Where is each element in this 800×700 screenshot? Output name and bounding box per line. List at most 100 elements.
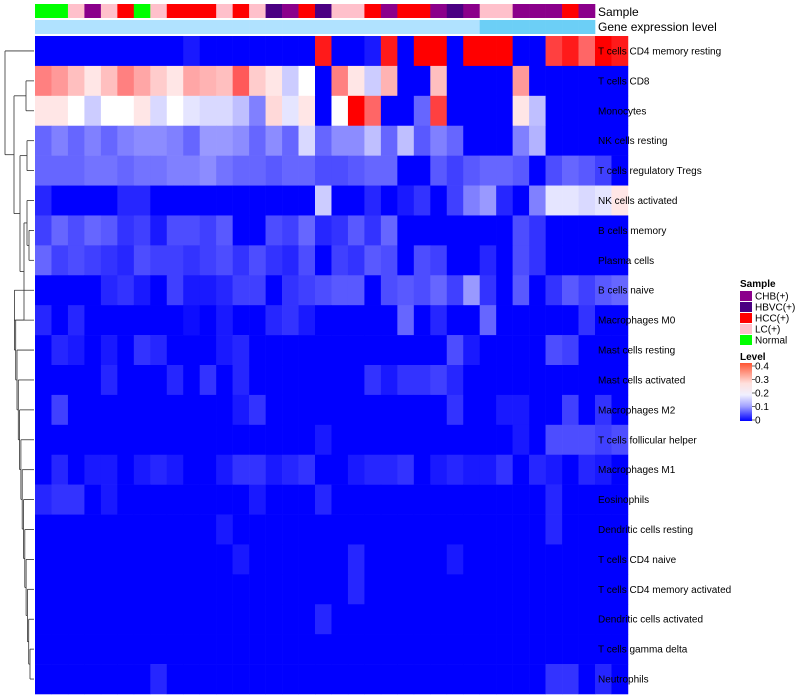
heatmap-cell (67, 514, 85, 545)
heatmap-cell (133, 394, 151, 426)
heatmap-cell (578, 544, 596, 575)
heatmap-cell (249, 36, 266, 67)
heatmap-cell (380, 394, 398, 426)
heatmap-cell (249, 664, 266, 695)
heatmap-cell (611, 36, 629, 67)
heatmap-cell (595, 634, 612, 665)
heatmap-cell (380, 125, 398, 156)
heatmap-cell (562, 125, 579, 156)
heatmap-cell (216, 36, 233, 67)
heatmap-cell (347, 275, 365, 306)
expression-annotation-cell (578, 20, 596, 34)
heatmap-cell (512, 95, 530, 127)
heatmap-cell (545, 454, 563, 485)
heatmap-cell (446, 215, 464, 246)
heatmap-cell (232, 125, 250, 156)
heatmap-cell (51, 365, 69, 396)
heatmap-cell (578, 305, 596, 336)
heatmap-cell (545, 484, 563, 515)
heatmap-cell (35, 454, 52, 485)
row-label: B cells memory (598, 226, 666, 237)
heatmap-cell (512, 65, 530, 97)
heatmap-cell (364, 335, 382, 366)
heatmap-cell (529, 245, 546, 276)
heatmap-cell (216, 424, 233, 456)
heatmap-cell (562, 36, 579, 67)
heatmap-cell (595, 544, 612, 575)
heatmap-cell (413, 454, 431, 485)
heatmap-cell (199, 275, 217, 306)
heatmap-cell (315, 36, 332, 67)
heatmap-cell (315, 95, 332, 127)
heatmap-cell (183, 634, 201, 665)
heatmap-cell (413, 394, 431, 426)
heatmap-cell (84, 335, 102, 366)
heatmap-cell (232, 36, 250, 67)
heatmap-cell (562, 185, 579, 216)
heatmap-cell (265, 245, 283, 276)
heatmap-cell (397, 394, 415, 426)
heatmap-cell (380, 514, 398, 545)
heatmap-cell (364, 125, 382, 156)
heatmap-cell (51, 454, 69, 485)
heatmap-cell (611, 305, 629, 336)
heatmap-cell (397, 335, 415, 366)
heatmap-cell (562, 305, 579, 336)
heatmap-cell (562, 365, 579, 396)
heatmap-cell (463, 65, 481, 97)
heatmap-cell (413, 574, 431, 605)
heatmap-cell (463, 125, 481, 156)
heatmap-cell (265, 454, 283, 485)
sample-legend-label: HBVC(+) (755, 303, 795, 314)
heatmap-cell (364, 275, 382, 306)
heatmap-cell (282, 424, 299, 456)
heatmap-cell (199, 215, 217, 246)
heatmap-cell (578, 454, 596, 485)
heatmap-cell (611, 245, 629, 276)
heatmap-cell (380, 65, 398, 97)
heatmap-cell (446, 155, 464, 186)
expression-annotation-cell (347, 20, 365, 34)
heatmap-cell (100, 424, 118, 456)
heatmap-cell (347, 335, 365, 366)
sample-annotation-cell (446, 4, 464, 18)
heatmap-cell (35, 155, 52, 186)
heatmap-cell (35, 305, 52, 336)
heatmap-cell (100, 155, 118, 186)
sample-annotation-cell (479, 4, 497, 18)
heatmap-cell (430, 245, 448, 276)
heatmap-cell (84, 664, 102, 695)
heatmap-cell (430, 514, 448, 545)
heatmap-cell (529, 604, 546, 635)
heatmap-cell (232, 245, 250, 276)
heatmap-cell (315, 574, 332, 605)
heatmap-cell (35, 275, 52, 306)
heatmap-cell (347, 36, 365, 67)
heatmap-cell (67, 95, 85, 127)
heatmap-cell (35, 544, 52, 575)
heatmap-cell (529, 95, 546, 127)
expression-annotation-cell (166, 20, 184, 34)
heatmap-cell (315, 484, 332, 515)
heatmap-cell (496, 335, 513, 366)
heatmap-cell (611, 335, 629, 366)
expression-annotation-cell (315, 20, 332, 34)
heatmap-cell (166, 454, 184, 485)
row-label: T cells CD8 (598, 76, 650, 87)
heatmap-cell (51, 125, 69, 156)
heatmap-cell (84, 245, 102, 276)
heatmap-cell (117, 454, 135, 485)
heatmap-cell (282, 484, 299, 515)
heatmap-cell (446, 245, 464, 276)
heatmap-cell (512, 574, 530, 605)
heatmap-cell (413, 305, 431, 336)
heatmap-cell (545, 544, 563, 575)
heatmap-cell (331, 365, 349, 396)
heatmap-cell (100, 604, 118, 635)
heatmap-cell (446, 394, 464, 426)
heatmap-cell (100, 215, 118, 246)
heatmap-cell (413, 275, 431, 306)
heatmap-cell (529, 365, 546, 396)
heatmap-cell (84, 185, 102, 216)
